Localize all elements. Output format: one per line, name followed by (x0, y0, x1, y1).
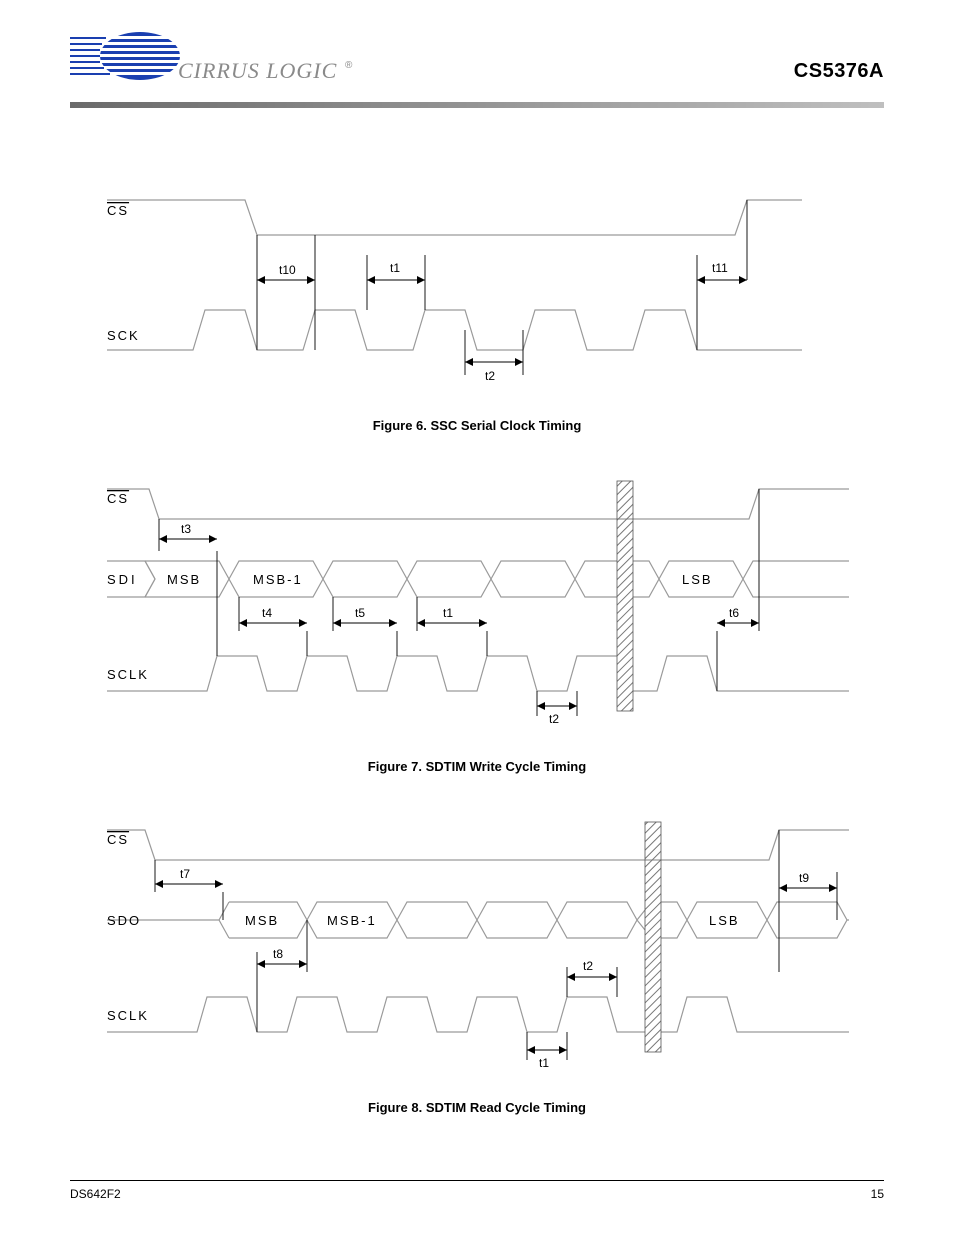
cs-label: CS (107, 203, 129, 218)
figure-8: CS MSB MSB-1 LSB SDO SCLK (97, 812, 857, 1115)
t11-dim: t11 (697, 261, 747, 284)
svg-text:t5: t5 (355, 606, 365, 620)
svg-text:t1: t1 (390, 261, 400, 275)
logo-text-label: CIRRUS LOGIC (178, 58, 337, 83)
figure-7-caption: Figure 7. SDTIM Write Cycle Timing (97, 759, 857, 774)
svg-text:t1: t1 (539, 1056, 549, 1070)
svg-text:t2: t2 (485, 369, 495, 383)
svg-text:CS: CS (107, 832, 129, 847)
svg-text:t3: t3 (181, 522, 191, 536)
svg-text:t10: t10 (279, 263, 296, 277)
svg-text:MSB-1: MSB-1 (253, 572, 303, 587)
sck-label: SCK (107, 328, 140, 343)
svg-text:t2: t2 (583, 959, 593, 973)
sdi-trace: MSB MSB-1 LSB (107, 561, 849, 597)
svg-text:t2: t2 (549, 712, 559, 726)
svg-text:t9: t9 (799, 871, 809, 885)
t10-dim: t10 (257, 263, 315, 284)
svg-text:t4: t4 (262, 606, 272, 620)
figure-6-caption: Figure 6. SSC Serial Clock Timing (97, 418, 857, 433)
svg-text:SDO: SDO (107, 913, 141, 928)
svg-text:SCLK: SCLK (107, 1008, 149, 1023)
svg-text:t11: t11 (712, 261, 728, 275)
svg-text:t6: t6 (729, 606, 739, 620)
page-footer: DS642F2 15 (70, 1180, 884, 1201)
header-rule (70, 102, 884, 108)
svg-text:LSB: LSB (709, 913, 740, 928)
figure-8-caption: Figure 8. SDTIM Read Cycle Timing (97, 1100, 857, 1115)
footer-right: 15 (871, 1187, 884, 1201)
svg-text:MSB: MSB (245, 913, 279, 928)
svg-text:SDI: SDI (107, 572, 138, 587)
page-header: CIRRUS LOGIC ® CS5376A (70, 30, 884, 110)
svg-text:LSB: LSB (682, 572, 713, 587)
part-number: CS5376A (794, 60, 884, 83)
t1-dim: t1 (367, 261, 425, 284)
svg-text:t7: t7 (180, 867, 190, 881)
svg-text:t1: t1 (443, 606, 453, 620)
svg-text:MSB-1: MSB-1 (327, 913, 377, 928)
cirrus-logo: CIRRUS LOGIC ® (70, 30, 360, 90)
t2-dim: t2 (465, 358, 523, 383)
figure-7: CS MSB MSB-1 LSB SDI (97, 471, 857, 774)
figure-6: CS SCK t10 (97, 180, 857, 433)
svg-text:®: ® (345, 60, 353, 71)
svg-text:CS: CS (107, 491, 129, 506)
svg-text:SCLK: SCLK (107, 667, 149, 682)
svg-text:t8: t8 (273, 947, 283, 961)
footer-left: DS642F2 (70, 1187, 121, 1201)
svg-text:MSB: MSB (167, 572, 201, 587)
